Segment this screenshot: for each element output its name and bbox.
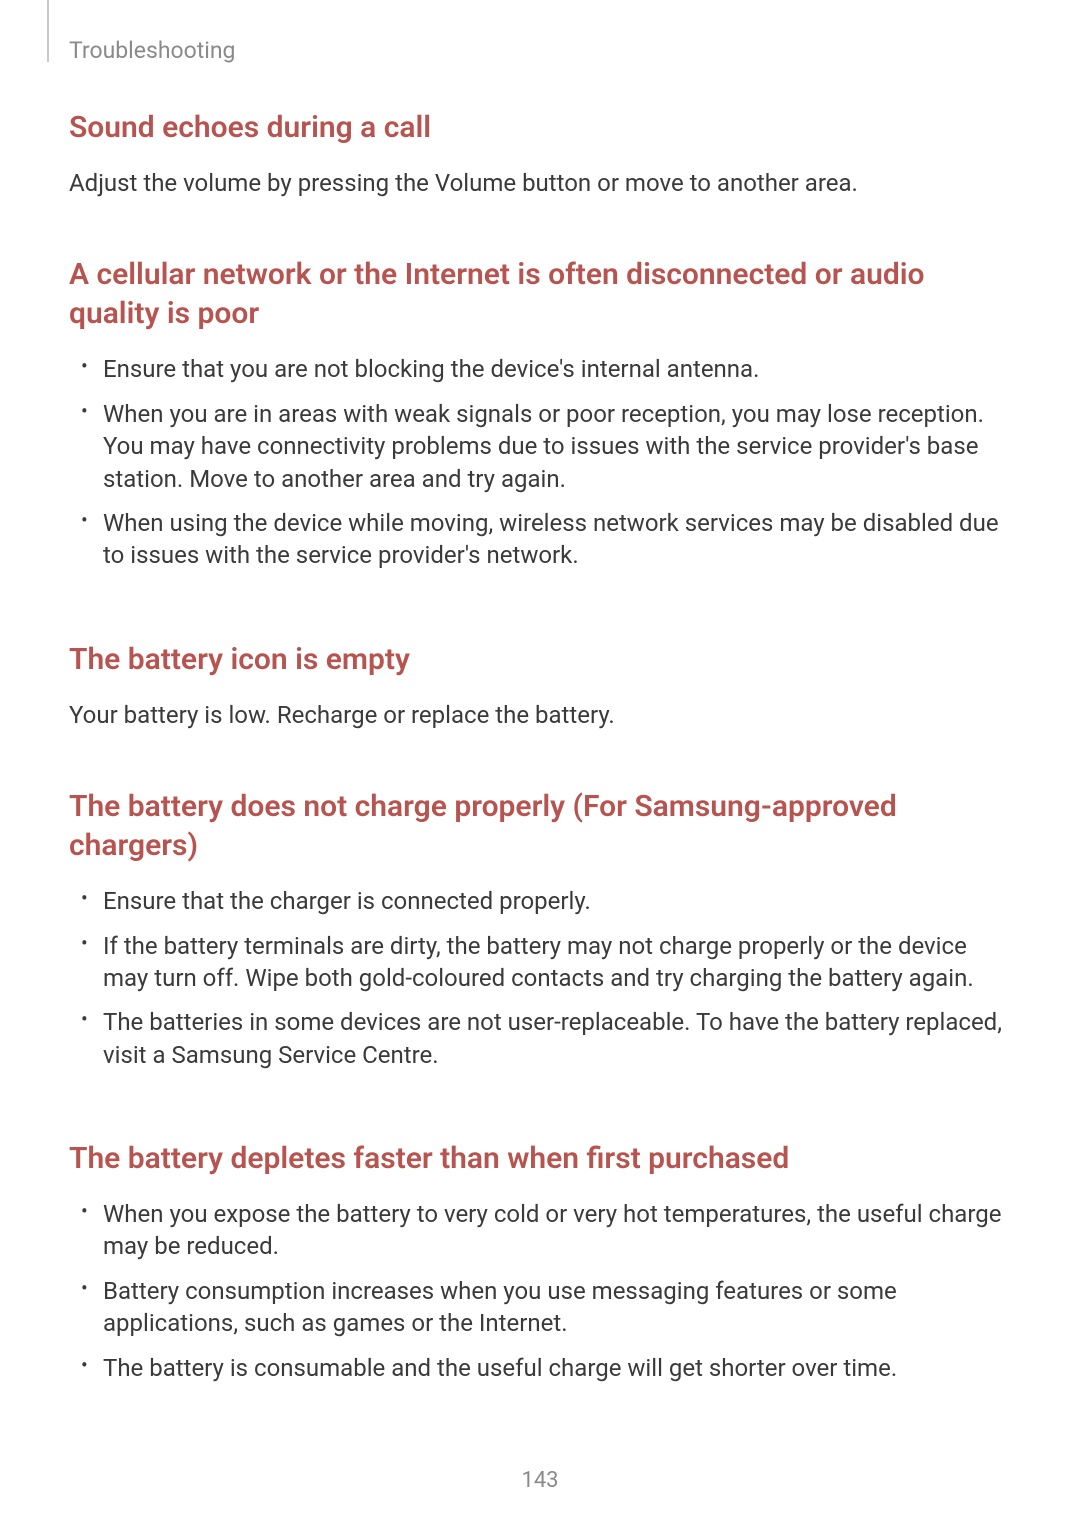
list-item: If the battery terminals are dirty, the … xyxy=(103,930,1011,995)
page-number: 143 xyxy=(0,1468,1080,1493)
heading-battery-depletes: The battery depletes faster than when fi… xyxy=(69,1139,1011,1178)
list-item: When using the device while moving, wire… xyxy=(103,507,1011,572)
list-item: When you expose the battery to very cold… xyxy=(103,1198,1011,1263)
list-item: When you are in areas with weak signals … xyxy=(103,398,1011,495)
heading-network-disconnected: A cellular network or the Internet is of… xyxy=(69,255,1011,333)
page-content: Sound echoes during a call Adjust the vo… xyxy=(69,108,1011,1396)
heading-sound-echoes: Sound echoes during a call xyxy=(69,108,1011,147)
list-network-disconnected: Ensure that you are not blocking the dev… xyxy=(69,353,1011,571)
para-sound-echoes: Adjust the volume by pressing the Volume… xyxy=(69,167,1011,199)
list-item: Ensure that the charger is connected pro… xyxy=(103,885,1011,917)
list-item: The battery is consumable and the useful… xyxy=(103,1352,1011,1384)
list-battery-charge: Ensure that the charger is connected pro… xyxy=(69,885,1011,1071)
list-item: Ensure that you are not blocking the dev… xyxy=(103,353,1011,385)
para-battery-empty: Your battery is low. Recharge or replace… xyxy=(69,699,1011,731)
list-battery-depletes: When you expose the battery to very cold… xyxy=(69,1198,1011,1384)
heading-battery-empty: The battery icon is empty xyxy=(69,640,1011,679)
list-item: The batteries in some devices are not us… xyxy=(103,1006,1011,1071)
header-accent-bar xyxy=(47,0,49,62)
heading-battery-charge: The battery does not charge properly (Fo… xyxy=(69,787,1011,865)
section-breadcrumb: Troubleshooting xyxy=(69,37,235,64)
list-item: Battery consumption increases when you u… xyxy=(103,1275,1011,1340)
